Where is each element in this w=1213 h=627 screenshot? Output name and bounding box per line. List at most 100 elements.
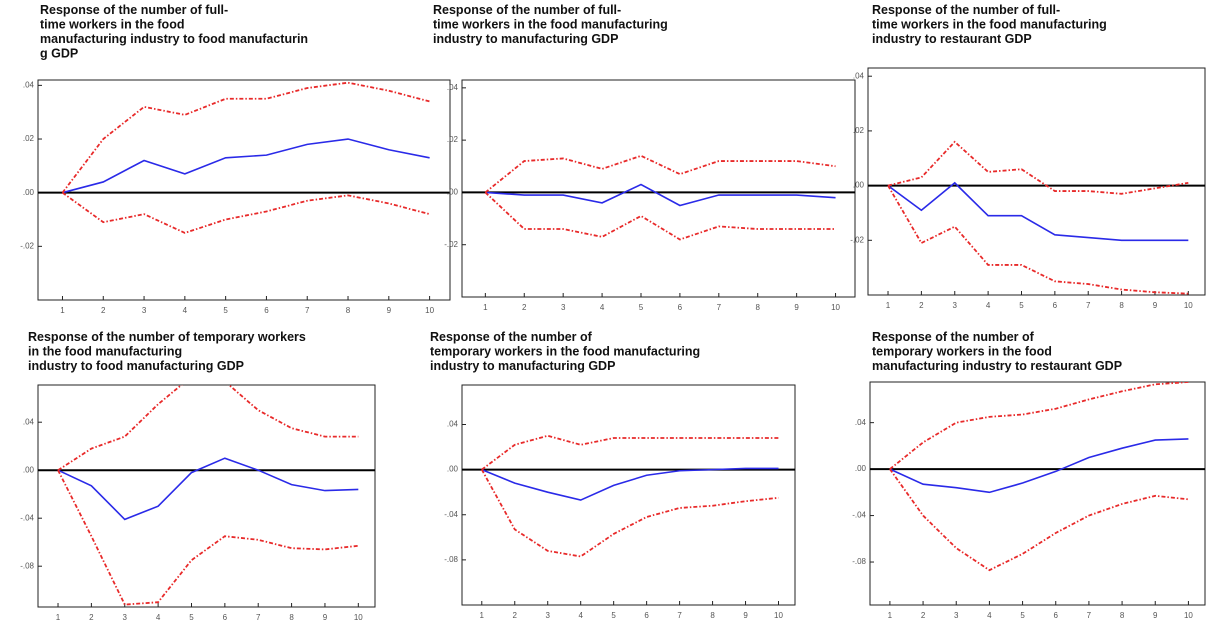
- x-tick-label: 10: [831, 303, 840, 312]
- response-line: [485, 183, 836, 207]
- chart-title: industry to manufacturing GDP: [433, 32, 618, 46]
- x-tick-label: 8: [346, 306, 351, 315]
- chart-panel: Response of the number of full-time work…: [433, 3, 856, 312]
- chart-title: Response of the number of full-: [433, 3, 621, 17]
- y-tick-label: -.04: [852, 511, 866, 520]
- chart-title: time workers in the food manufacturing: [872, 18, 1107, 32]
- x-tick-label: 6: [1053, 301, 1058, 310]
- x-tick-label: 5: [639, 303, 644, 312]
- x-tick-label: 6: [644, 611, 649, 620]
- confidence-band-line: [889, 468, 1189, 572]
- x-tick-label: 10: [354, 613, 363, 622]
- y-tick-label: .02: [853, 126, 865, 135]
- x-tick-label: 4: [578, 611, 583, 620]
- x-tick-label: 3: [123, 613, 128, 622]
- chart-title: temporary workers in the food manufactur…: [430, 345, 700, 359]
- y-tick-label: .00: [853, 181, 865, 190]
- x-tick-label: 1: [480, 611, 485, 620]
- x-tick-label: 3: [954, 611, 959, 620]
- confidence-band-line: [887, 140, 1189, 195]
- y-tick-label: -.08: [852, 557, 866, 566]
- confidence-band-line: [484, 191, 836, 241]
- x-tick-label: 2: [919, 301, 924, 310]
- chart-title: time workers in the food manufacturing: [433, 18, 668, 32]
- y-tick-label: .04: [853, 71, 865, 80]
- x-tick-label: 10: [1184, 301, 1193, 310]
- y-tick-label: .04: [23, 80, 35, 89]
- confidence-band-line: [61, 81, 430, 194]
- x-tick-label: 4: [183, 306, 188, 315]
- x-tick-label: 5: [189, 613, 194, 622]
- chart-title: industry to food manufacturing GDP: [28, 359, 244, 373]
- x-tick-label: 2: [89, 613, 94, 622]
- confidence-band-line: [887, 185, 1189, 295]
- response-line: [887, 181, 1189, 242]
- chart-title: industry to restaurant GDP: [872, 32, 1032, 46]
- x-tick-label: 1: [483, 303, 488, 312]
- x-tick-label: 7: [717, 303, 722, 312]
- x-tick-label: 8: [289, 613, 294, 622]
- chart-panel: Response of the number of full-time work…: [850, 3, 1206, 310]
- x-tick-label: 4: [986, 301, 991, 310]
- confidence-band-line: [480, 469, 779, 558]
- x-tick-label: 2: [513, 611, 518, 620]
- x-tick-label: 1: [888, 611, 893, 620]
- response-line: [57, 457, 359, 521]
- y-tick-label: -.02: [444, 240, 458, 249]
- x-tick-label: 7: [305, 306, 310, 315]
- x-tick-label: 10: [1184, 611, 1193, 620]
- x-tick-label: 5: [611, 611, 616, 620]
- chart-title: Response of the number of: [430, 330, 593, 344]
- x-tick-label: 8: [1119, 301, 1124, 310]
- x-tick-label: 6: [678, 303, 683, 312]
- chart-title: manufacturing industry to restaurant GDP: [872, 359, 1122, 373]
- chart-title: in the food manufacturing: [28, 345, 182, 359]
- chart-title: temporary workers in the food: [872, 345, 1052, 359]
- x-tick-label: 6: [223, 613, 228, 622]
- chart-title: Response of the number of full-: [872, 3, 1060, 17]
- x-tick-label: 9: [794, 303, 799, 312]
- y-tick-label: -.08: [20, 561, 34, 570]
- x-tick-label: 3: [953, 301, 958, 310]
- x-tick-label: 8: [755, 303, 760, 312]
- chart-panel: Response of the number of full-time work…: [20, 3, 451, 315]
- y-tick-label: .00: [23, 465, 35, 474]
- y-tick-label: .00: [447, 188, 459, 197]
- plot-frame: [867, 67, 1206, 296]
- y-tick-label: .04: [447, 420, 459, 429]
- chart-title: Response of the number of: [872, 330, 1035, 344]
- x-tick-label: 2: [101, 306, 106, 315]
- y-tick-label: .02: [23, 134, 35, 143]
- x-tick-label: 2: [921, 611, 926, 620]
- x-tick-label: 1: [56, 613, 61, 622]
- x-tick-label: 5: [1019, 301, 1024, 310]
- confidence-band-line: [889, 382, 1189, 470]
- x-tick-label: 8: [710, 611, 715, 620]
- x-tick-label: 2: [522, 303, 527, 312]
- x-tick-label: 3: [545, 611, 550, 620]
- response-line: [481, 467, 779, 501]
- y-tick-label: .04: [855, 418, 867, 427]
- chart-title: time workers in the food: [40, 18, 184, 32]
- y-tick-label: .04: [447, 83, 459, 92]
- confidence-band-line: [57, 385, 359, 471]
- response-line: [889, 438, 1189, 494]
- y-tick-label: -.04: [20, 513, 34, 522]
- y-tick-label: .00: [447, 465, 459, 474]
- x-tick-label: 4: [156, 613, 161, 622]
- x-tick-label: 9: [1153, 301, 1158, 310]
- x-tick-label: 9: [1153, 611, 1158, 620]
- chart-title: Response of the number of temporary work…: [28, 330, 306, 344]
- x-tick-label: 3: [142, 306, 147, 315]
- x-tick-label: 4: [600, 303, 605, 312]
- plot-frame: [37, 384, 376, 608]
- x-tick-label: 10: [774, 611, 783, 620]
- x-tick-label: 7: [256, 613, 261, 622]
- confidence-band-line: [481, 434, 779, 471]
- x-tick-label: 7: [677, 611, 682, 620]
- y-tick-label: .02: [447, 135, 459, 144]
- y-tick-label: .00: [23, 188, 35, 197]
- x-tick-label: 7: [1086, 301, 1091, 310]
